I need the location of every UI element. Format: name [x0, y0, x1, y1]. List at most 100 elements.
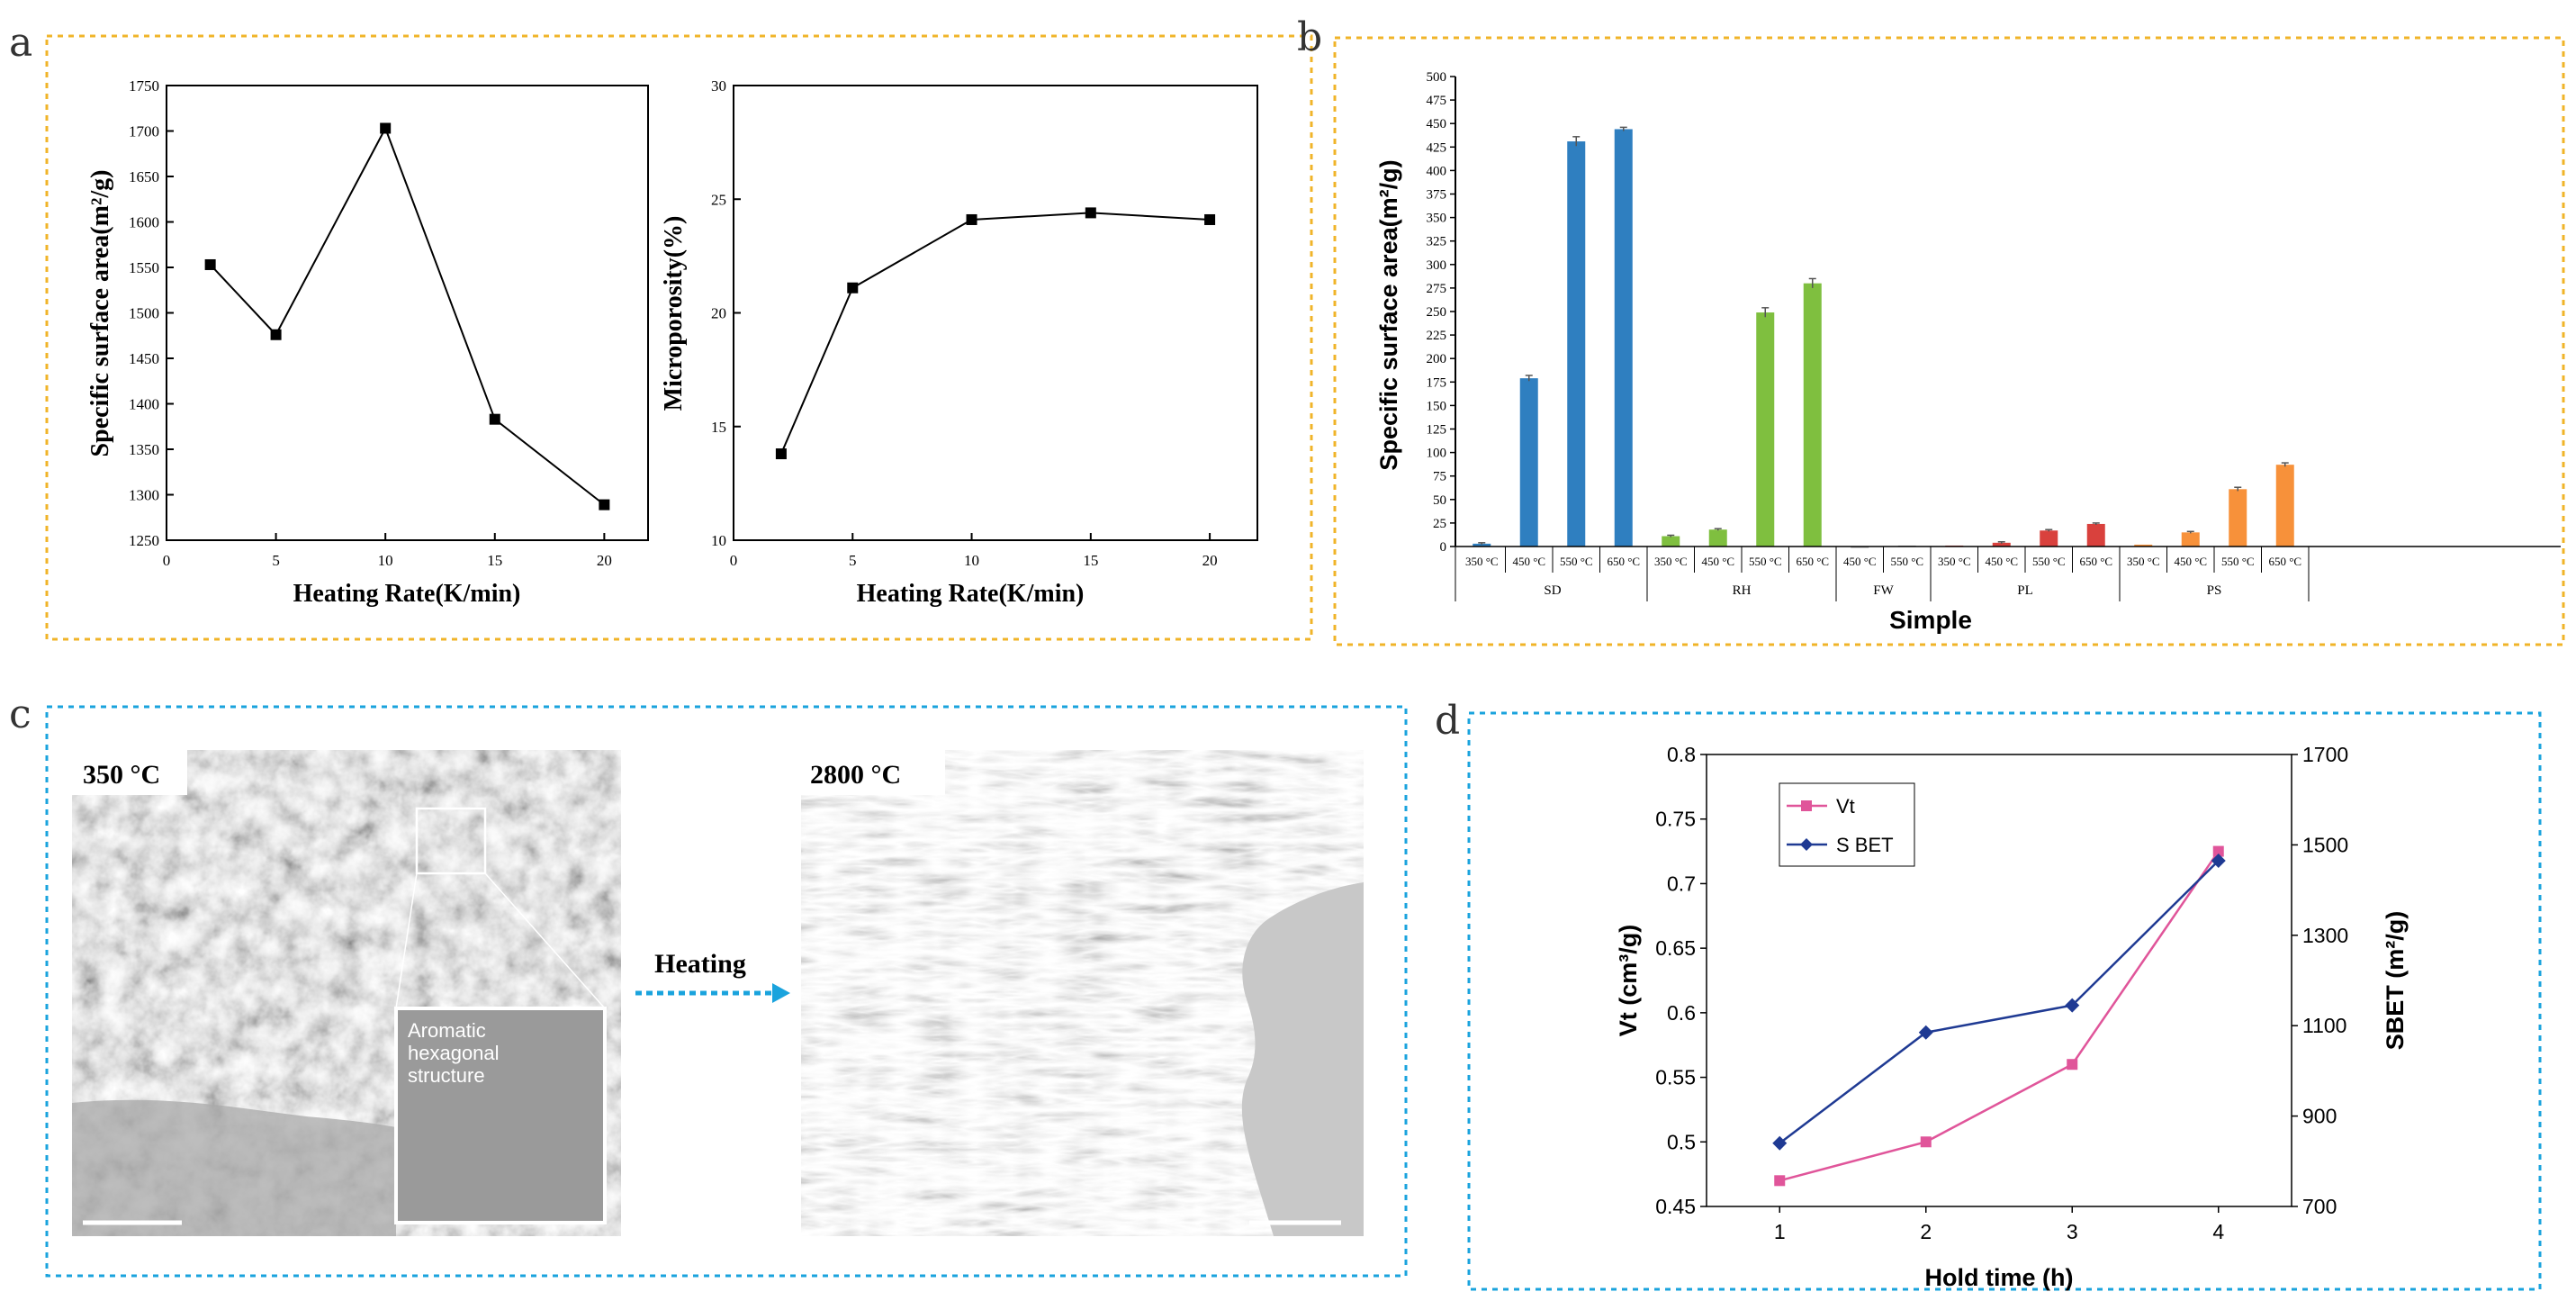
b-bar-pl	[2040, 530, 2058, 547]
tem-inset-text-3: structure	[408, 1064, 485, 1087]
panel-label-b: b	[1297, 14, 1322, 60]
chart-d: 0.45 0.5 0.55 0.6 0.65 0.7 0.75 0.8 700 900 1100 1…	[1615, 743, 2409, 1291]
b-ytick-label: 425	[1427, 140, 1447, 155]
panel-label-a: a	[9, 20, 32, 66]
b-group-label: RH	[1733, 583, 1752, 598]
panel-b-border	[1333, 36, 2565, 646]
b-bar-ps	[2229, 489, 2247, 547]
aL-ytick-label: 1450	[129, 350, 159, 367]
d-point-vt	[1774, 1175, 1786, 1187]
aR-ytick-label: 10	[711, 532, 726, 549]
panel-label-d: d	[1435, 698, 1460, 744]
d-xtick-label: 1	[1774, 1220, 1786, 1243]
chart-a-left-line	[209, 126, 605, 506]
aL-ytick-label: 1400	[129, 396, 159, 413]
aL-ytick-label: 1750	[129, 77, 159, 95]
b-group-label: SD	[1544, 583, 1561, 598]
b-category-label: 650 °C	[1607, 555, 1640, 568]
chart-a-right-xlabel: Heating Rate(K/min)	[857, 580, 1085, 608]
b-bar-sd	[1567, 141, 1586, 547]
b-category-label: 550 °C	[1890, 555, 1923, 568]
legend-sbet-marker	[1800, 838, 1813, 851]
tem-label-350: 350 °C	[83, 760, 160, 790]
b-ytick-label: 400	[1427, 164, 1447, 178]
b-ytick-label: 475	[1427, 94, 1447, 108]
aR-ytick-label: 30	[711, 77, 726, 95]
chart-a-left: 1250130013501400145015001550160016501700…	[86, 77, 649, 608]
aR-ytick-label: 25	[711, 191, 726, 208]
b-bar-ps	[2134, 544, 2153, 547]
b-category-label: 450 °C	[1512, 555, 1545, 568]
d-ytick-right-label: 1700	[2302, 743, 2348, 766]
b-ytick-label: 25	[1433, 517, 1446, 531]
chart-a-left-xlabel: Heating Rate(K/min)	[293, 580, 521, 608]
b-bar-rh	[1756, 312, 1775, 547]
b-category-label: 350 °C	[1654, 555, 1688, 568]
b-ytick-label: 175	[1427, 375, 1447, 390]
b-bar-pl	[1992, 542, 2011, 547]
d-xtick-label: 2	[1920, 1220, 1932, 1243]
d-ytick-left-label: 0.6	[1667, 1001, 1696, 1025]
b-bar-rh	[1662, 536, 1680, 547]
b-ytick-label: 50	[1433, 493, 1446, 508]
b-bar-ps	[2181, 532, 2200, 547]
chart-a-left-frame	[166, 85, 649, 541]
aL-point	[204, 258, 216, 270]
d-ytick-left-label: 0.65	[1655, 936, 1696, 960]
aL-xtick-label: 15	[487, 552, 502, 569]
d-ytick-left-label: 0.55	[1655, 1066, 1696, 1089]
b-ytick-label: 325	[1427, 235, 1447, 249]
aR-xtick-label: 0	[730, 552, 738, 569]
b-bar-sd	[1473, 543, 1491, 547]
aL-point	[270, 329, 282, 340]
chart-d-line-vt	[1779, 850, 2220, 1182]
b-category-label: 350 °C	[2127, 555, 2160, 568]
aL-ytick-label: 1600	[129, 214, 159, 231]
b-bar-rh	[1708, 529, 1727, 547]
b-category-label: 550 °C	[2032, 555, 2066, 568]
b-ytick-label: 150	[1427, 399, 1447, 413]
b-bar-rh	[1803, 283, 1822, 547]
tem-zoom-line-left	[395, 872, 418, 1009]
d-ytick-right-label: 1500	[2302, 833, 2348, 856]
b-category-label: 650 °C	[2079, 555, 2112, 568]
aL-xtick-label: 5	[272, 552, 280, 569]
aR-point	[1204, 213, 1216, 225]
chart-a-right-frame	[733, 85, 1258, 541]
b-category-label: 450 °C	[1985, 555, 2018, 568]
b-ytick-label: 250	[1427, 305, 1447, 320]
chart-d-frame	[1706, 754, 2292, 1207]
chart-d-legend-box	[1779, 782, 1915, 867]
b-category-label: 350 °C	[1938, 555, 1971, 568]
d-ytick-right-label: 1100	[2302, 1014, 2346, 1037]
b-group-label: PL	[2017, 583, 2033, 598]
panel-c-border	[45, 705, 1408, 1278]
b-ytick-label: 500	[1427, 70, 1447, 85]
chart-a-left-ylabel: Specific surface area(m²/g)	[86, 170, 114, 457]
d-point-sbet	[2065, 998, 2080, 1013]
b-ytick-label: 350	[1427, 212, 1447, 226]
b-category-label: 650 °C	[1796, 555, 1829, 568]
b-bar-sd	[1519, 378, 1538, 547]
b-bar-pl	[2086, 523, 2105, 547]
aR-ytick-label: 20	[711, 305, 726, 322]
panel-c-tem: Aromatic hexagonal structure 350 °C Heat…	[72, 750, 1364, 1236]
b-group-label: PS	[2207, 583, 2222, 598]
d-point-sbet	[1772, 1135, 1788, 1151]
b-ytick-label: 200	[1427, 352, 1447, 366]
b-category-label: 550 °C	[2221, 555, 2255, 568]
b-bar-sd	[1614, 129, 1633, 547]
d-ytick-left-label: 0.75	[1655, 808, 1696, 831]
chart-b-ylabel: Specific surface area(m²/g)	[1375, 159, 1402, 470]
b-category-label: 550 °C	[1749, 555, 1782, 568]
chart-d-legend: Vt S BET	[1779, 782, 1915, 867]
d-xtick-label: 4	[2212, 1220, 2224, 1243]
d-ytick-right-label: 1300	[2302, 924, 2348, 947]
b-bar-ps	[2275, 465, 2294, 547]
aL-point	[599, 499, 610, 510]
tem-zoom-line-right	[484, 872, 606, 1009]
b-ytick-label: 75	[1433, 470, 1446, 484]
aR-point	[775, 448, 787, 460]
legend-vt-marker	[1801, 800, 1812, 811]
